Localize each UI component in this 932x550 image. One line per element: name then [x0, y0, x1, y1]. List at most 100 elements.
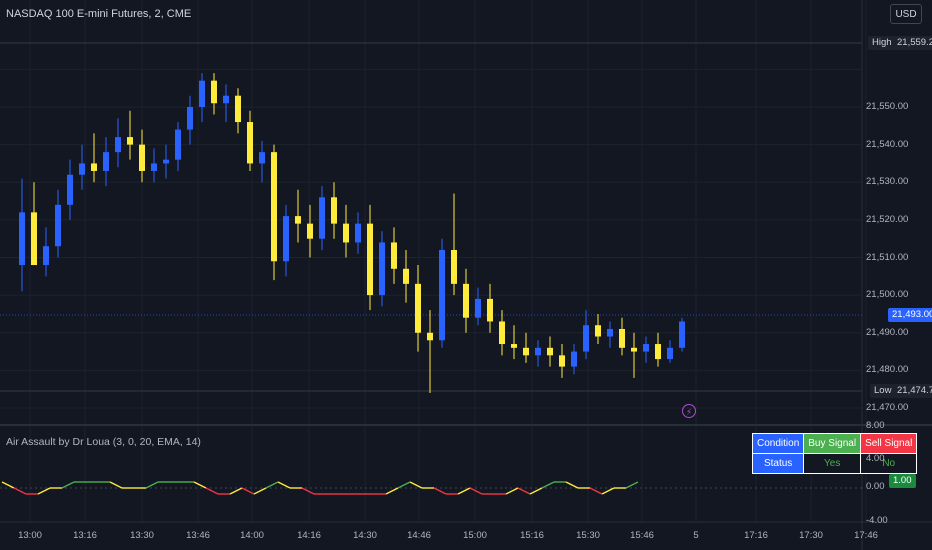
candle-body: [607, 328, 613, 337]
price-tick: 21,510.00: [866, 251, 909, 263]
oscillator-segment: [541, 481, 555, 489]
candle-body: [43, 246, 49, 266]
candle-body: [271, 152, 277, 262]
sell-signal-value: No: [860, 453, 918, 474]
currency-button[interactable]: USD: [890, 4, 922, 24]
time-tick: 15:46: [630, 530, 654, 541]
candle-body: [403, 268, 409, 284]
candle-body: [463, 283, 469, 318]
candle-body: [103, 152, 109, 171]
price-tick: 21,470.00: [866, 402, 909, 413]
candle-body: [19, 212, 25, 266]
candle-body: [451, 249, 457, 284]
oscillator-segment: [277, 481, 291, 489]
candle-body: [655, 344, 661, 360]
candle-body: [535, 347, 541, 356]
buy-signal-value: Yes: [803, 453, 862, 474]
oscillator-segment: [589, 487, 603, 495]
buy-signal-header: Buy Signal: [803, 433, 862, 454]
candle-body: [667, 347, 673, 360]
oscillator-segment: [601, 487, 615, 495]
time-tick: 14:46: [407, 530, 431, 541]
indicator-tick: 8.00: [866, 420, 885, 431]
oscillator-segment: [241, 487, 255, 495]
oscillator-segment: [193, 481, 207, 489]
candle-body: [427, 332, 433, 341]
candle-body: [307, 223, 313, 239]
low-label: Low: [870, 384, 896, 398]
candle-body: [619, 328, 625, 348]
oscillator-segment: [385, 487, 399, 495]
oscillator-segment: [565, 481, 579, 489]
oscillator-segment: [145, 481, 159, 489]
oscillator-segment: [469, 487, 483, 495]
oscillator-segment: [301, 487, 315, 495]
candle-body: [211, 80, 217, 104]
signal-table: Condition Buy Signal Sell Signal Status …: [751, 433, 918, 474]
symbol-title[interactable]: NASDAQ 100 E-mini Futures, 2, CME: [6, 8, 192, 20]
oscillator-segment: [529, 487, 543, 495]
oscillator-segment: [517, 487, 531, 495]
candle-body: [187, 107, 193, 130]
candle-body: [331, 197, 337, 224]
price-tick: 21,530.00: [866, 176, 909, 188]
candle-body: [343, 223, 349, 243]
oscillator-segment: [457, 487, 471, 495]
candle-body: [31, 212, 37, 266]
candle-body: [415, 283, 421, 333]
oscillator-segment: [37, 487, 51, 495]
oscillator-segment: [205, 487, 219, 495]
candle-body: [295, 216, 301, 224]
candle-body: [163, 159, 169, 164]
sell-signal-header: Sell Signal: [860, 433, 918, 454]
price-tick: 21,480.00: [866, 364, 909, 376]
candle-body: [679, 321, 685, 348]
low-value: 21,474.75: [893, 384, 932, 398]
time-tick: 17:46: [854, 530, 878, 541]
price-tick: 21,540.00: [866, 138, 909, 150]
current-price-tag: 21,493.00: [888, 308, 932, 322]
condition-header: Condition: [751, 433, 805, 454]
oscillator-segment: [265, 481, 279, 489]
oscillator-segment: [61, 481, 75, 489]
candle-body: [643, 344, 649, 352]
candle-body: [55, 204, 61, 247]
oscillator-segment: [409, 481, 423, 489]
time-tick: 14:30: [353, 530, 377, 541]
candle-body: [247, 122, 253, 164]
candle-body: [91, 163, 97, 171]
time-tick: 5: [693, 530, 699, 541]
price-tick: 21,550.00: [866, 101, 909, 112]
status-label: Status: [751, 453, 805, 474]
candle-body: [547, 347, 553, 356]
price-tick: 21,490.00: [866, 326, 909, 338]
candle-body: [499, 321, 505, 345]
time-tick: 15:00: [463, 530, 487, 541]
candle-body: [523, 347, 529, 356]
candle-body: [283, 216, 289, 262]
time-tick: 13:46: [186, 530, 210, 541]
candle-body: [559, 355, 565, 367]
candle-body: [199, 80, 205, 107]
candle-body: [511, 344, 517, 348]
candle-body: [67, 174, 73, 205]
candle-body: [127, 137, 133, 145]
candle-body: [583, 325, 589, 352]
lightning-icon[interactable]: ⚡: [682, 404, 696, 418]
price-tick: 21,500.00: [866, 289, 909, 301]
candle-body: [391, 242, 397, 269]
high-value: 21,559.25: [893, 36, 932, 50]
indicator-value-tag: 1.00: [889, 474, 916, 488]
oscillator-segment: [505, 487, 519, 495]
time-tick: 14:00: [240, 530, 264, 541]
high-label: High: [868, 36, 896, 50]
price-tick: 21,520.00: [866, 213, 909, 225]
indicator-tick: 4.00: [866, 453, 885, 464]
candle-body: [235, 95, 241, 123]
indicator-tick: 0.00: [866, 481, 885, 492]
indicator-title[interactable]: Air Assault by Dr Loua (3, 0, 20, EMA, 1…: [6, 436, 201, 448]
oscillator-segment: [433, 487, 447, 495]
oscillator-segment: [253, 487, 267, 495]
